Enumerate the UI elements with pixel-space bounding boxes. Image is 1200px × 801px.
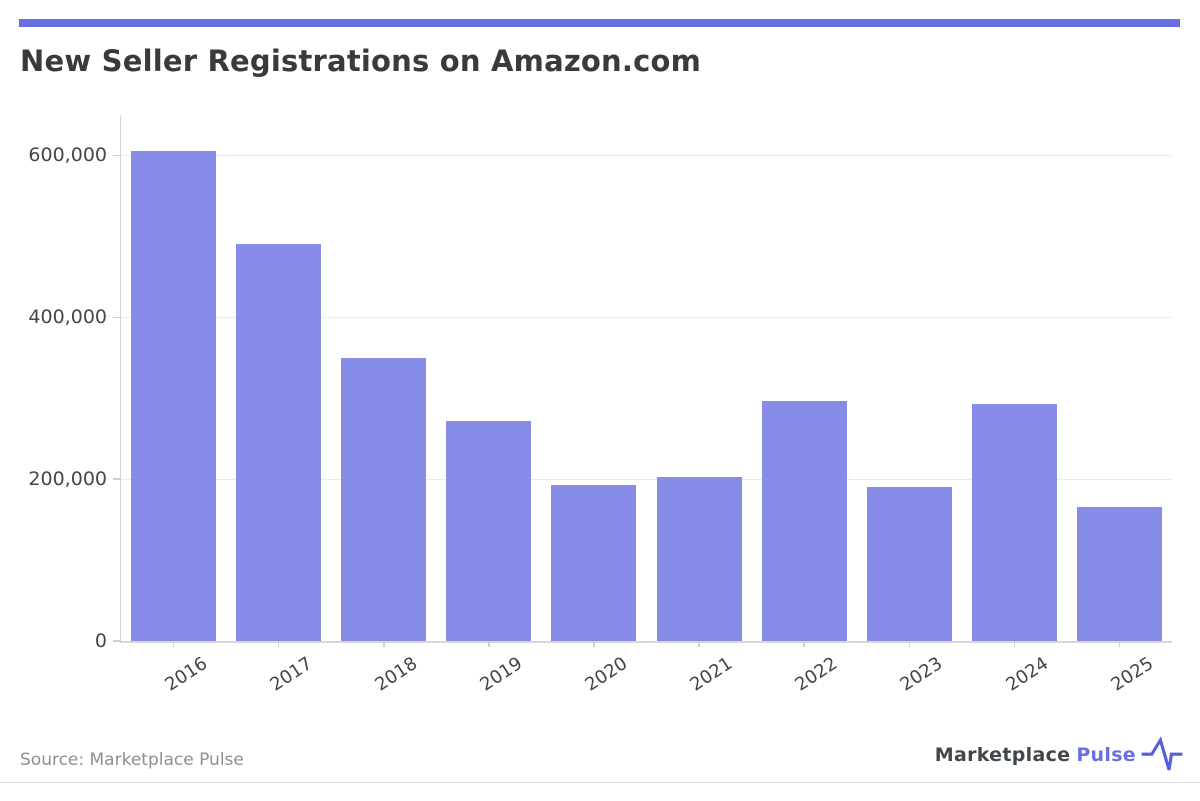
y-tick bbox=[113, 478, 121, 480]
x-tick-label: 2016 bbox=[161, 653, 211, 696]
x-axis-line bbox=[119, 641, 1172, 643]
y-tick-label: 400,000 bbox=[28, 306, 107, 329]
bar-2018 bbox=[341, 357, 427, 641]
y-axis-line bbox=[119, 115, 121, 641]
gridline-200,000 bbox=[121, 478, 1172, 480]
x-tick-label: 2017 bbox=[266, 653, 317, 696]
x-tick bbox=[698, 641, 700, 647]
chart-title: New Seller Registrations on Amazon.com bbox=[20, 44, 702, 78]
footer-divider bbox=[0, 782, 1200, 783]
x-tick bbox=[1118, 641, 1121, 647]
bar-2020 bbox=[551, 484, 637, 641]
y-tick bbox=[113, 316, 121, 319]
y-tick-label: 200,000 bbox=[28, 468, 107, 491]
x-tick bbox=[803, 641, 805, 647]
x-tick-label: 2024 bbox=[1001, 653, 1052, 696]
bar-2024 bbox=[971, 403, 1057, 641]
y-tick-label: 0 bbox=[94, 630, 107, 652]
x-tick-label: 2025 bbox=[1107, 653, 1157, 696]
logo-text-accent: Pulse bbox=[1076, 744, 1136, 766]
bar-2019 bbox=[446, 420, 532, 641]
bar-2023 bbox=[866, 487, 952, 641]
x-tick bbox=[1013, 641, 1016, 647]
pulse-line-icon bbox=[1141, 736, 1183, 771]
y-tick bbox=[113, 154, 121, 157]
x-tick bbox=[277, 641, 280, 647]
x-tick bbox=[593, 641, 595, 647]
top-accent-bar bbox=[19, 19, 1180, 27]
y-tick bbox=[113, 640, 121, 642]
gridline-400,000 bbox=[121, 316, 1172, 318]
gridline-600,000 bbox=[121, 154, 1172, 156]
x-tick-label: 2022 bbox=[791, 653, 842, 696]
bar-2022 bbox=[761, 400, 847, 641]
x-tick-label: 2021 bbox=[686, 653, 737, 696]
bar-2017 bbox=[236, 244, 322, 641]
x-tick-label: 2020 bbox=[581, 653, 632, 696]
marketplace-pulse-logo: Marketplace Pulse bbox=[935, 733, 1184, 777]
x-tick bbox=[488, 641, 490, 647]
y-tick-label: 600,000 bbox=[28, 144, 107, 167]
bar-2025 bbox=[1076, 507, 1162, 641]
bar-2016 bbox=[131, 151, 217, 641]
x-tick-label: 2023 bbox=[896, 653, 947, 696]
logo-text-primary: Marketplace bbox=[934, 744, 1071, 766]
bar-2021 bbox=[656, 476, 742, 641]
source-note: Source: Marketplace Pulse bbox=[20, 750, 244, 770]
x-tick bbox=[172, 641, 175, 647]
x-tick bbox=[383, 641, 385, 647]
x-tick bbox=[908, 641, 910, 647]
plot-area: 0 200,000 400,000 600,000 2016 2017 2018 2019 20… bbox=[28, 115, 1172, 696]
x-tick-label: 2018 bbox=[371, 653, 422, 696]
x-tick-label: 2019 bbox=[476, 653, 527, 696]
pulse-line-path bbox=[1141, 736, 1183, 771]
